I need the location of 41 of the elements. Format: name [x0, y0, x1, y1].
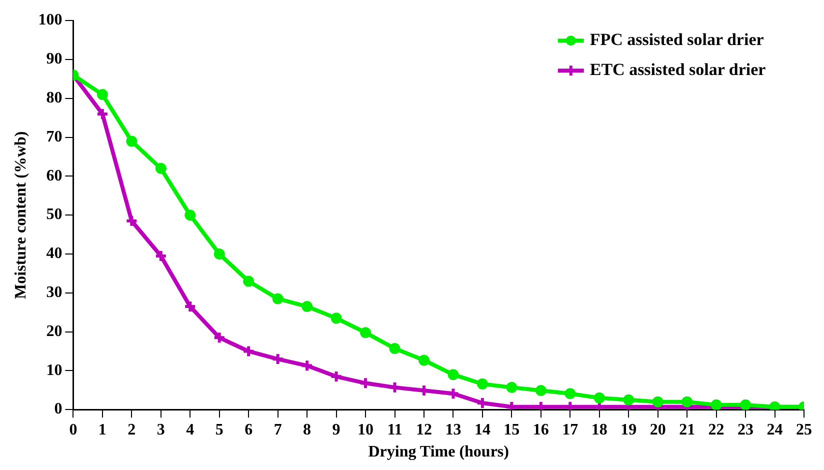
x-tick-label: 23: [738, 421, 754, 438]
x-tick-label: 16: [532, 421, 549, 438]
y-tick-label: 70: [46, 128, 62, 146]
x-tick-label: 4: [186, 421, 194, 438]
x-tick-label: 15: [504, 421, 520, 438]
x-tick-label: 5: [215, 421, 224, 438]
y-tick-label: 10: [46, 362, 62, 379]
x-tick-label: 19: [620, 421, 637, 438]
x-tick-label: 10: [358, 421, 374, 438]
x-axis-title: Drying Time (hours): [368, 444, 509, 461]
x-tick-label: 11: [387, 421, 402, 438]
x-tick-label: 3: [156, 421, 165, 438]
y-tick-label: 80: [46, 90, 62, 107]
y-tick-label: 60: [46, 167, 62, 184]
x-tick-label: 14: [474, 421, 490, 438]
legend-label: FPC assisted solar drier: [590, 30, 764, 49]
x-tick-label: 1: [98, 421, 106, 438]
x-tick-label: 17: [562, 421, 578, 438]
x-tick-label: 20: [650, 421, 666, 438]
x-tick-label: 2: [128, 421, 136, 438]
x-tick-label: 7: [274, 421, 282, 438]
x-tick-label: 12: [416, 421, 432, 438]
x-tick-label: 21: [679, 421, 696, 438]
x-tick-label: 13: [445, 421, 462, 438]
x-tick-label: 18: [591, 421, 608, 438]
x-tick-label: 22: [708, 421, 724, 438]
x-tick-label: 9: [332, 421, 340, 438]
y-tick-label: 0: [54, 400, 62, 418]
y-tick-label: 40: [46, 245, 62, 262]
y-tick-label: 90: [46, 50, 62, 68]
x-tick-label: 8: [303, 421, 312, 438]
y-tick-label: 30: [46, 284, 62, 302]
x-tick-label: 25: [796, 421, 812, 438]
y-tick-label: 100: [38, 12, 62, 29]
x-tick-label: 0: [69, 421, 78, 438]
legend-label: ETC assisted solar drier: [590, 60, 766, 79]
y-axis-title: Moisture content (%wb): [12, 131, 30, 299]
x-tick-label: 6: [244, 421, 253, 438]
x-tick-label: 24: [766, 421, 783, 438]
y-tick-label: 20: [46, 322, 62, 340]
y-tick-label: 50: [46, 206, 62, 224]
